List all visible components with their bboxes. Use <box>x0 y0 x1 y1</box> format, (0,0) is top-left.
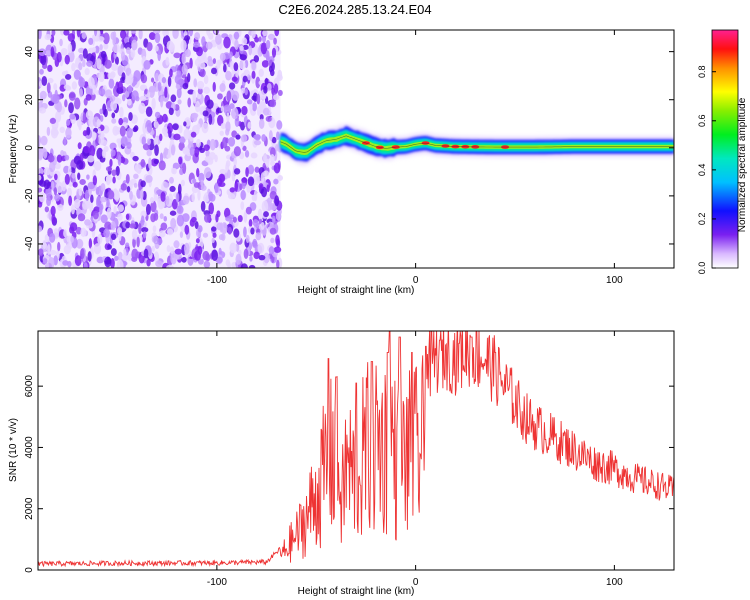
signal-band <box>280 124 674 166</box>
noise-region <box>38 30 284 268</box>
snr-y-label: SNR (10 * v/v) <box>8 418 19 482</box>
snr-frame <box>37 330 675 571</box>
colorbar-tick-label: 0.2 <box>697 213 707 226</box>
spectrogram-ytick-label: -20 <box>24 188 35 203</box>
colorbar-tick-label: 0.8 <box>697 65 707 78</box>
figure-title: C2E6.2024.285.13.24.E04 <box>278 2 431 17</box>
spectrogram-axes: -100 0 100 -40 -20 0 20 40 <box>24 30 674 286</box>
spectrogram-ytick-label: 40 <box>24 46 35 58</box>
spectrogram-xtick-label: 100 <box>606 275 623 286</box>
colorbar-tick-label: 0.4 <box>697 164 707 177</box>
colorbar-ticks: 0.0 0.2 0.4 0.6 0.8 <box>697 65 716 274</box>
snr-xtick-label: -100 <box>207 577 227 588</box>
snr-plot-area <box>38 331 674 568</box>
snr-ytick-label: 6000 <box>24 375 35 398</box>
spectrogram-ytick-label: 0 <box>24 145 35 151</box>
colorbar-gradient <box>711 29 739 269</box>
snr-xtick-label: 0 <box>413 577 419 588</box>
spectrogram-frame <box>37 29 675 269</box>
colorbar-tick-label: 0.6 <box>697 115 707 128</box>
spectrogram-ytick-label: -40 <box>24 236 35 251</box>
spectrogram-x-label: Height of straight line (km) <box>298 285 415 296</box>
spectrogram-plot-area <box>38 30 674 268</box>
spectrogram-xtick-label: -100 <box>207 275 227 286</box>
snr-xtick-label: 100 <box>606 577 623 588</box>
spectrogram-ytick-label: 20 <box>24 94 35 106</box>
colorbar-tick-label: 0.0 <box>697 262 707 275</box>
spectrogram-panel: -100 0 100 -40 -20 0 20 40 Height of straight l… <box>8 29 675 296</box>
snr-x-label: Height of straight line (km) <box>298 586 415 597</box>
spectrogram-y-label: Frequency (Hz) <box>8 115 19 184</box>
snr-series-line <box>38 331 674 568</box>
snr-ytick-label: 0 <box>24 567 35 573</box>
spectrogram-xtick-label: 0 <box>413 275 419 286</box>
snr-ytick-label: 4000 <box>24 436 35 459</box>
colorbar-label: Normalized spectral amplitude <box>737 97 748 232</box>
snr-ytick-label: 2000 <box>24 497 35 520</box>
colorbar: 0.0 0.2 0.4 0.6 0.8 Normalized spectral ampl… <box>697 29 748 274</box>
